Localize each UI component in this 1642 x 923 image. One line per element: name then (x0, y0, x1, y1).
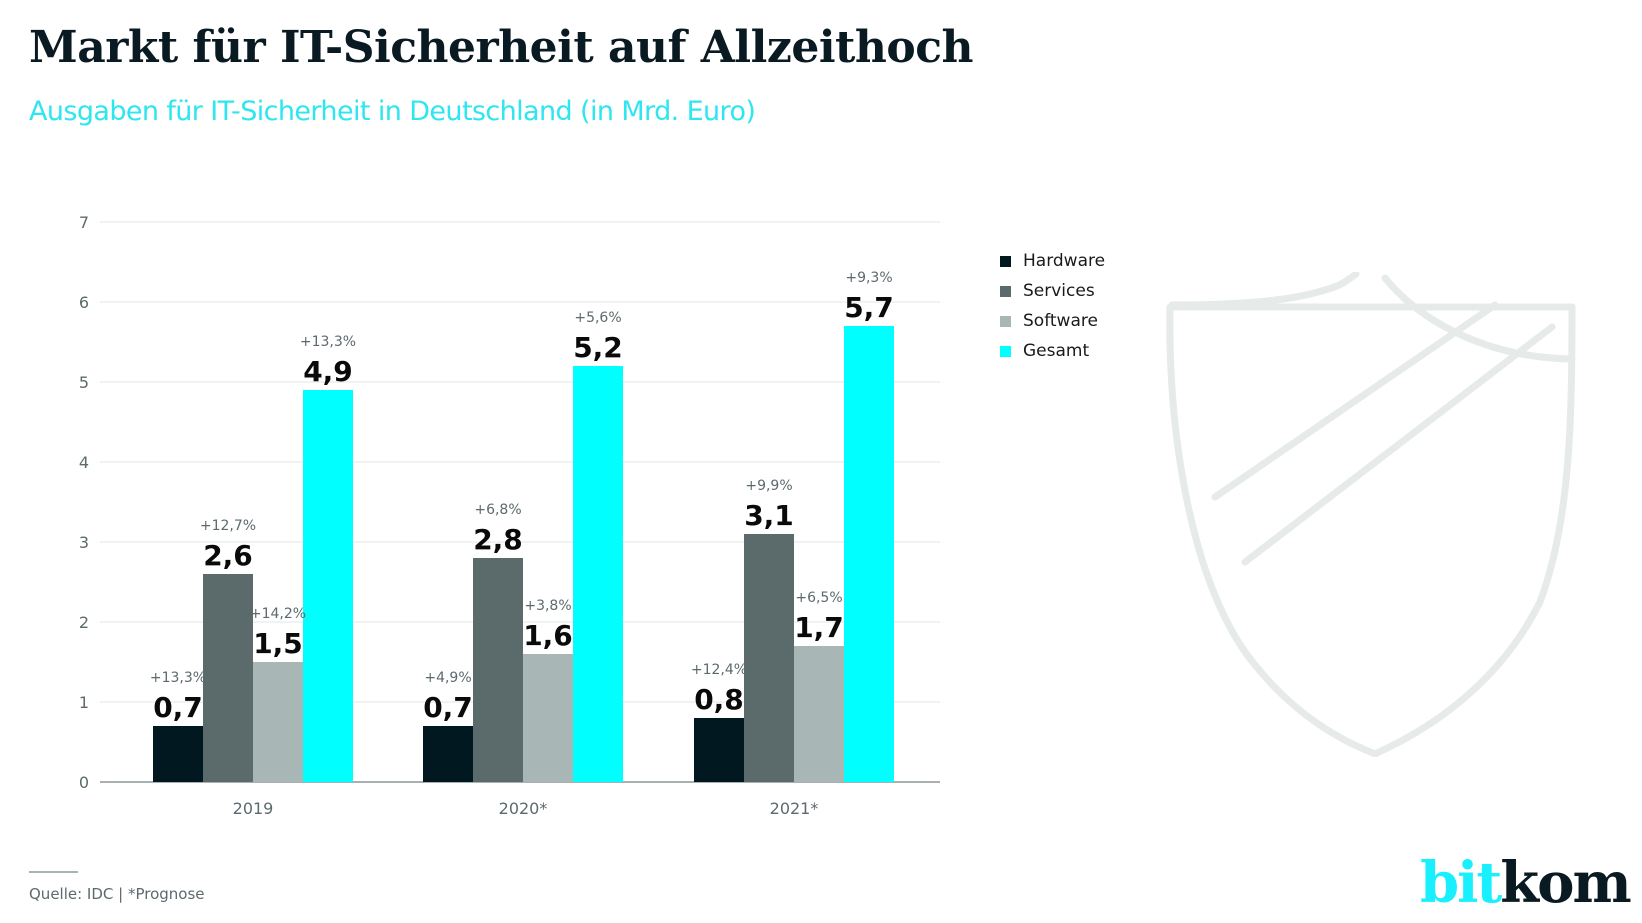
y-tick-label: 2 (79, 613, 89, 632)
bar-software-2019 (253, 662, 303, 782)
bar-gesamt-2021 (844, 326, 894, 782)
value-label: 4,9 (303, 355, 353, 388)
bar-labels: 0,7 +13,3% 2,6 +12,7% 1,5 +14,2% 4,9 +13,3% 0,7 +… (150, 270, 894, 724)
growth-label: +3,8% (524, 598, 571, 614)
growth-label: +4,9% (424, 670, 471, 686)
bar-hardware-2021 (694, 718, 744, 782)
bar-services-2019 (203, 574, 253, 782)
bar-hardware-2020 (423, 726, 473, 782)
y-tick-label: 5 (79, 373, 89, 392)
source-note: Quelle: IDC | *Prognose (29, 885, 205, 903)
bar-gesamt-2019 (303, 390, 353, 782)
legend-item-gesamt: Gesamt (1000, 336, 1105, 366)
growth-label: +6,8% (474, 502, 521, 518)
x-axis-ticks: 2019 2020* 2021* (233, 799, 819, 818)
y-tick-label: 0 (79, 773, 89, 792)
bitkom-logo: bitkom (1420, 850, 1632, 916)
legend-item-software: Software (1000, 306, 1105, 336)
x-tick-label: 2021* (770, 799, 819, 818)
value-label: 1,7 (794, 611, 844, 644)
value-label: 2,8 (473, 523, 523, 556)
bar-services-2020 (473, 558, 523, 782)
growth-label: +13,3% (300, 334, 356, 350)
bar-software-2020 (523, 654, 573, 782)
legend-swatch (1000, 345, 1011, 357)
y-axis-ticks: 0 1 2 3 4 5 6 7 (79, 213, 89, 792)
legend-swatch (1000, 315, 1011, 327)
value-label: 1,5 (253, 627, 303, 660)
value-label: 5,2 (573, 331, 623, 364)
bar-services-2021 (744, 534, 794, 782)
y-tick-label: 4 (79, 453, 89, 472)
value-label: 0,7 (423, 691, 473, 724)
page-title: Markt für IT-Sicherheit auf Allzeithoch (29, 22, 974, 73)
legend-swatch (1000, 285, 1011, 297)
chart-legend: Hardware Services Software Gesamt (1000, 246, 1105, 366)
growth-label: +12,7% (200, 518, 256, 534)
growth-label: +9,3% (845, 270, 892, 286)
legend-label: Hardware (1023, 251, 1106, 271)
value-label: 2,6 (203, 539, 253, 572)
y-tick-label: 3 (79, 533, 89, 552)
legend-swatch (1000, 255, 1011, 267)
value-label: 3,1 (744, 499, 794, 532)
y-tick-label: 6 (79, 293, 89, 312)
y-tick-label: 7 (79, 213, 89, 232)
y-tick-label: 1 (79, 693, 89, 712)
legend-item-hardware: Hardware (1000, 246, 1105, 276)
growth-label: +12,4% (691, 662, 747, 678)
bar-software-2021 (794, 646, 844, 782)
bar-hardware-2019 (153, 726, 203, 782)
source-divider (29, 871, 78, 873)
logo-part-kom: kom (1500, 850, 1631, 916)
legend-label: Services (1023, 281, 1095, 301)
bar-gesamt-2020 (573, 366, 623, 782)
legend-label: Gesamt (1023, 341, 1090, 361)
growth-label: +6,5% (795, 590, 842, 606)
value-label: 0,7 (153, 691, 203, 724)
bar-chart: 0 1 2 3 4 5 6 7 0,7 +13,3% 2,6 +12,7% 1,5 +14,2% 4,9 +… (79, 213, 940, 818)
logo-part-bit: bit (1420, 850, 1502, 916)
growth-label: +13,3% (150, 670, 206, 686)
value-label: 5,7 (844, 291, 894, 324)
value-label: 0,8 (694, 683, 744, 716)
x-tick-label: 2020* (499, 799, 548, 818)
growth-label: +9,9% (745, 478, 792, 494)
growth-label: +5,6% (574, 310, 621, 326)
shield-icon (1166, 272, 1576, 757)
x-tick-label: 2019 (233, 799, 274, 818)
bars (153, 326, 894, 782)
value-label: 1,6 (523, 619, 573, 652)
legend-label: Software (1023, 311, 1098, 331)
page-subtitle: Ausgaben für IT-Sicherheit in Deutschlan… (29, 96, 756, 127)
growth-label: +14,2% (250, 606, 306, 622)
legend-item-services: Services (1000, 276, 1105, 306)
